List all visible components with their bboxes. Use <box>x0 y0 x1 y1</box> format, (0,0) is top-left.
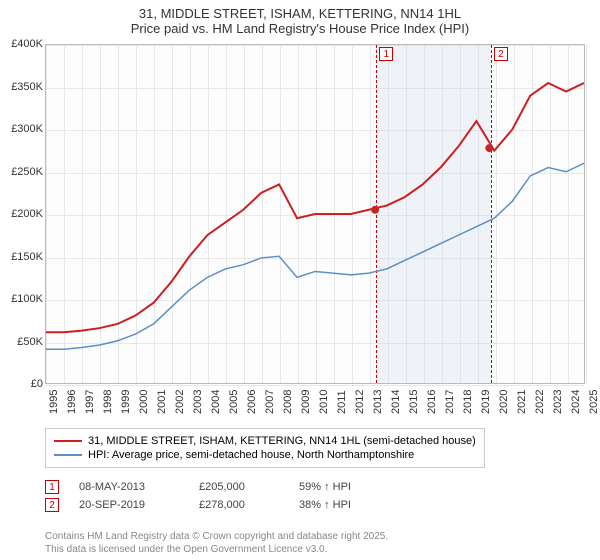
x-tick-label: 2007 <box>264 390 276 414</box>
x-tick-label: 2012 <box>354 390 366 414</box>
footer-marker: 2 <box>45 498 59 512</box>
x-tick-label: 2013 <box>372 390 384 414</box>
gridline-v <box>586 45 587 383</box>
series-hpi <box>46 163 584 349</box>
x-tick-label: 2010 <box>318 390 330 414</box>
y-tick-label: £250K <box>11 166 43 178</box>
y-axis: £0£50K£100K£150K£200K£250K£300K£350K£400… <box>0 44 45 384</box>
chart-container: 31, MIDDLE STREET, ISHAM, KETTERING, NN1… <box>0 0 600 560</box>
x-tick-label: 2019 <box>480 390 492 414</box>
x-tick-label: 2004 <box>210 390 222 414</box>
footer-price: £278,000 <box>199 499 279 511</box>
credit-line2: This data is licensed under the Open Gov… <box>45 543 388 556</box>
x-tick-label: 2015 <box>408 390 420 414</box>
legend: 31, MIDDLE STREET, ISHAM, KETTERING, NN1… <box>45 428 485 468</box>
x-tick-label: 2020 <box>498 390 510 414</box>
y-tick-label: £0 <box>31 378 43 390</box>
x-tick-label: 1998 <box>102 390 114 414</box>
y-tick-label: £200K <box>11 208 43 220</box>
x-tick-label: 2017 <box>444 390 456 414</box>
legend-row: HPI: Average price, semi-detached house,… <box>54 449 476 461</box>
chart-lines <box>46 45 584 383</box>
footer-pct: 59% ↑ HPI <box>299 481 419 493</box>
footer-price: £205,000 <box>199 481 279 493</box>
footer-pct: 38% ↑ HPI <box>299 499 419 511</box>
marker-label: 1 <box>379 47 393 61</box>
x-tick-label: 2009 <box>300 390 312 414</box>
x-axis: 1995 1996 1997 1998 1999 2000 2001 2002 2003 2004… <box>45 384 585 424</box>
x-tick-label: 1997 <box>84 390 96 414</box>
sales-footer: 1 08-MAY-2013 £205,000 59% ↑ HPI 2 20-SEP-201… <box>45 476 585 516</box>
x-tick-label: 2000 <box>138 390 150 414</box>
footer-row: 2 20-SEP-2019 £278,000 38% ↑ HPI <box>45 498 585 512</box>
credit-line1: Contains HM Land Registry data © Crown c… <box>45 530 388 543</box>
plot-area: 12 <box>45 44 585 384</box>
y-tick-label: £350K <box>11 81 43 93</box>
marker-label: 2 <box>494 47 508 61</box>
y-tick-label: £100K <box>11 293 43 305</box>
sale-point <box>371 206 379 214</box>
x-tick-label: 2024 <box>570 390 582 414</box>
x-tick-label: 2021 <box>516 390 528 414</box>
y-tick-label: £150K <box>11 251 43 263</box>
footer-row: 1 08-MAY-2013 £205,000 59% ↑ HPI <box>45 480 585 494</box>
y-tick-label: £300K <box>11 123 43 135</box>
footer-date: 08-MAY-2013 <box>79 481 179 493</box>
x-tick-label: 2008 <box>282 390 294 414</box>
x-tick-label: 2025 <box>588 390 600 414</box>
footer-marker: 1 <box>45 480 59 494</box>
x-tick-label: 2001 <box>156 390 168 414</box>
sale-point <box>485 144 493 152</box>
x-tick-label: 2018 <box>462 390 474 414</box>
legend-label: 31, MIDDLE STREET, ISHAM, KETTERING, NN1… <box>88 435 476 447</box>
legend-label: HPI: Average price, semi-detached house,… <box>88 449 414 461</box>
x-tick-label: 2014 <box>390 390 402 414</box>
x-tick-label: 1999 <box>120 390 132 414</box>
x-tick-label: 2023 <box>552 390 564 414</box>
x-tick-label: 2005 <box>228 390 240 414</box>
x-tick-label: 2002 <box>174 390 186 414</box>
x-tick-label: 2003 <box>192 390 204 414</box>
y-tick-label: £400K <box>11 38 43 50</box>
x-tick-label: 1996 <box>66 390 78 414</box>
legend-swatch <box>54 440 82 442</box>
footer-date: 20-SEP-2019 <box>79 499 179 511</box>
x-tick-label: 1995 <box>48 390 60 414</box>
x-tick-label: 2011 <box>336 390 348 414</box>
series-price_paid <box>46 83 584 332</box>
credit: Contains HM Land Registry data © Crown c… <box>45 530 388 556</box>
legend-row: 31, MIDDLE STREET, ISHAM, KETTERING, NN1… <box>54 435 476 447</box>
x-tick-label: 2022 <box>534 390 546 414</box>
x-tick-label: 2016 <box>426 390 438 414</box>
title-line1: 31, MIDDLE STREET, ISHAM, KETTERING, NN1… <box>0 6 600 21</box>
x-tick-label: 2006 <box>246 390 258 414</box>
chart-title: 31, MIDDLE STREET, ISHAM, KETTERING, NN1… <box>0 0 600 40</box>
legend-swatch <box>54 454 82 456</box>
title-line2: Price paid vs. HM Land Registry's House … <box>0 21 600 36</box>
y-tick-label: £50K <box>17 336 43 348</box>
